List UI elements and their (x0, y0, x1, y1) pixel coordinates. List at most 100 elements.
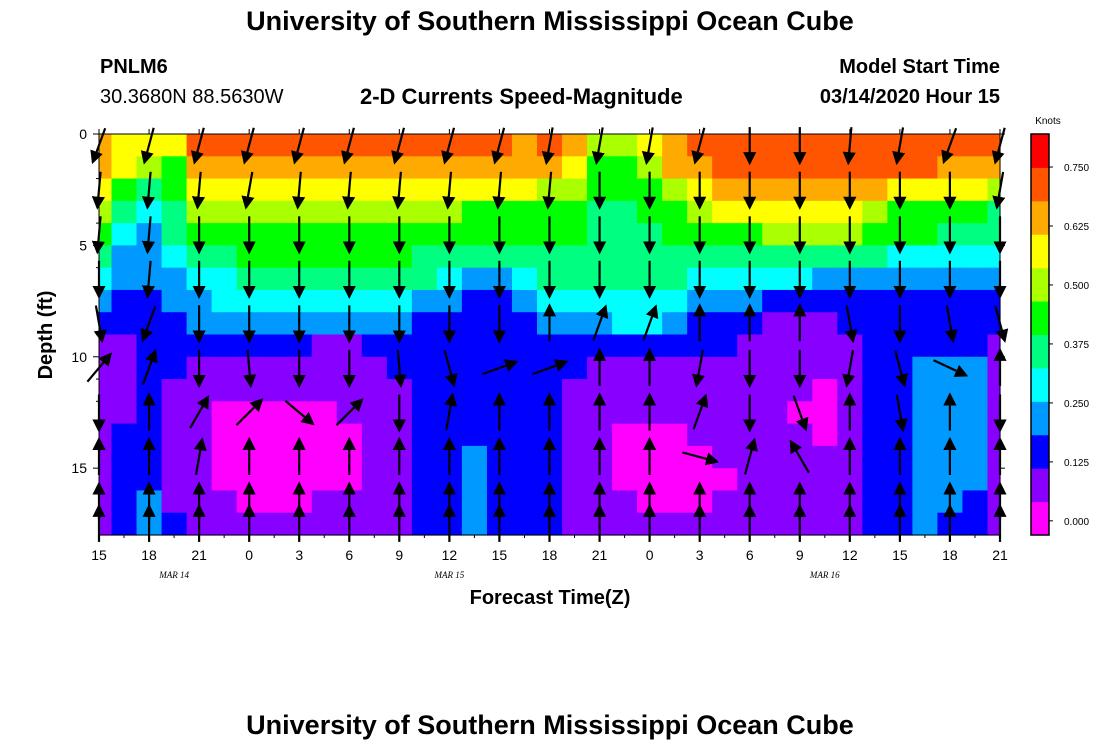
heat-cell (612, 401, 638, 425)
heat-cell (311, 223, 338, 246)
heat-cell (211, 245, 238, 269)
heat-cell (261, 178, 288, 202)
heat-cell (361, 490, 388, 514)
colorbar-segment (1031, 134, 1049, 168)
heat-cell (361, 445, 388, 469)
heat-cell (712, 490, 738, 514)
date-label: MAR 15 (434, 570, 465, 580)
heat-cell (562, 423, 588, 447)
heat-cell (361, 289, 388, 313)
current-vector (292, 171, 306, 210)
heat-cell (461, 468, 488, 492)
heat-cell (612, 267, 638, 291)
heat-cell (912, 512, 939, 536)
heat-cell (99, 245, 113, 269)
heat-cell (662, 401, 688, 425)
heat-cell (662, 379, 688, 402)
heat-cell (862, 356, 888, 380)
heat-cell (161, 178, 188, 202)
heat-cell (99, 445, 113, 469)
heat-cell (812, 156, 838, 180)
heat-cell (612, 334, 638, 358)
heat-cell (461, 156, 488, 180)
heat-cell (612, 289, 638, 313)
heat-cell (662, 223, 688, 246)
heat-cell (987, 379, 1001, 402)
current-vector (641, 127, 655, 166)
heat-cell (161, 445, 188, 469)
heat-cell (211, 423, 238, 447)
page-title-bottom: University of Southern Mississippi Ocean… (246, 710, 854, 740)
heat-cell (712, 245, 738, 269)
heat-cell (662, 334, 688, 358)
heat-cell (862, 289, 888, 313)
heat-cell (912, 156, 939, 180)
heat-cell (912, 312, 939, 336)
current-vector (140, 306, 157, 343)
heat-cell (211, 445, 238, 469)
heat-cell (562, 134, 588, 157)
heat-cell (311, 312, 338, 336)
heat-cell (211, 401, 238, 425)
current-vector (844, 305, 858, 344)
colorbar-segment (1031, 434, 1049, 469)
heat-cell (161, 490, 188, 514)
heat-cell (912, 178, 939, 202)
heat-cell (311, 267, 338, 291)
heat-cell (411, 423, 438, 447)
heat-cell (511, 356, 538, 380)
colorbar-segment (1031, 468, 1049, 503)
heat-cell (361, 178, 388, 202)
heat-cell (261, 490, 288, 514)
heat-cell (712, 379, 738, 402)
heat-cell (962, 512, 989, 536)
heat-cell (361, 334, 388, 358)
heat-cell (762, 512, 788, 536)
heat-cell (461, 223, 488, 246)
heat-cell (99, 512, 113, 536)
colorbar-tick-label: 0.625 (1064, 222, 1089, 233)
current-vector (691, 350, 705, 388)
heat-cell (261, 468, 288, 492)
x-tick-label: 0 (646, 547, 654, 563)
heat-cell (762, 445, 788, 469)
heat-cell (987, 223, 1001, 246)
heat-cell (511, 423, 538, 447)
current-vector (532, 359, 569, 376)
heat-cell (99, 401, 113, 425)
heat-cell (411, 312, 438, 336)
heat-cell (962, 312, 989, 336)
heat-cell (862, 468, 888, 492)
heat-cell (862, 423, 888, 447)
heat-cell (311, 512, 338, 536)
heat-cell (511, 156, 538, 180)
x-tick-label: 9 (395, 547, 403, 563)
heat-cell (762, 468, 788, 492)
heat-cell (99, 423, 113, 447)
heat-cell (712, 356, 738, 380)
heat-cell (361, 379, 388, 402)
current-vector (933, 359, 969, 377)
heat-cell (136, 334, 163, 358)
heat-cell (511, 401, 538, 425)
colorbar-label: Knots (1035, 116, 1061, 127)
y-tick-label: 5 (79, 237, 87, 253)
x-tick-label: 6 (345, 547, 353, 563)
heat-cell (361, 512, 388, 536)
page-title-top: University of Southern Mississippi Ocean… (246, 6, 854, 36)
heat-cell (361, 267, 388, 291)
heat-cell (987, 245, 1001, 269)
y-tick-label: 15 (71, 460, 87, 476)
heat-cell (361, 423, 388, 447)
colorbar-tick-label: 0.750 (1064, 163, 1089, 174)
heat-cell (261, 312, 288, 336)
heat-cell (461, 267, 488, 291)
heat-cell (987, 356, 1001, 380)
heat-cell (987, 423, 1001, 447)
current-vector (235, 398, 264, 426)
heat-cell (987, 468, 1001, 492)
current-vector (141, 348, 158, 386)
heat-cell (987, 512, 1001, 536)
colorbar-segment (1031, 301, 1049, 335)
heat-cell (912, 423, 939, 447)
